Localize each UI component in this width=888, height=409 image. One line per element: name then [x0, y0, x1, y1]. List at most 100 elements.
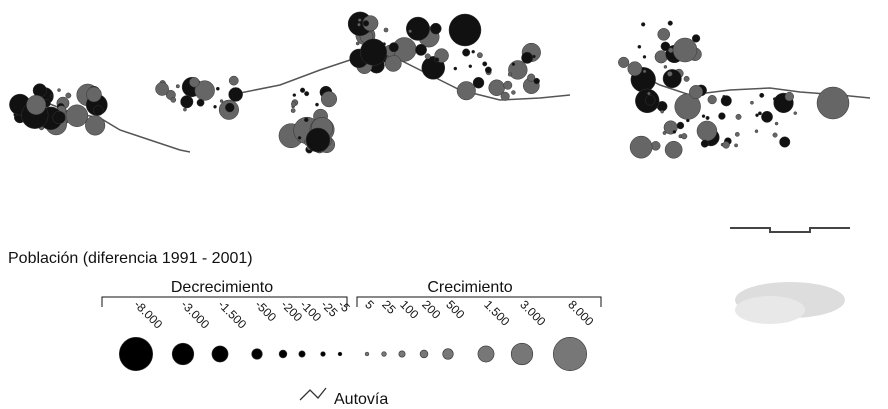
legend-label: -3.000 [178, 297, 212, 331]
map-symbol [425, 54, 430, 59]
map-symbol [300, 88, 305, 93]
map-symbol [357, 23, 360, 26]
map-symbol [534, 78, 540, 84]
map-symbol [663, 69, 681, 87]
legend-label: 5 [362, 297, 377, 312]
map-symbol [689, 85, 703, 99]
map-symbol [773, 133, 778, 138]
map-symbol [794, 112, 797, 115]
legend-label: 1.500 [481, 297, 512, 328]
map-symbol [677, 122, 684, 129]
legend-label: -5 [335, 297, 353, 315]
map-symbol [533, 55, 536, 58]
map-symbol [304, 118, 308, 122]
map-symbol [293, 94, 296, 97]
map-symbol [702, 115, 705, 118]
map-symbol [304, 91, 309, 96]
legend-symbol [443, 349, 454, 360]
map-symbol [176, 85, 179, 88]
map-symbol [415, 44, 426, 55]
legend-symbol [338, 352, 342, 356]
legend-label: 500 [443, 297, 467, 321]
map-symbol [477, 53, 482, 58]
map-symbol [643, 70, 646, 73]
map-symbol [735, 132, 739, 136]
map-symbol [645, 95, 655, 105]
map-symbol [406, 17, 429, 40]
map-symbol [697, 121, 717, 141]
map-symbol [360, 39, 387, 66]
map-symbol [358, 19, 361, 22]
map-symbol [684, 76, 689, 81]
legend-symbol [212, 346, 228, 362]
map-symbol [658, 28, 670, 40]
map-symbol [472, 50, 475, 53]
map-symbol [58, 89, 61, 92]
map-symbol [229, 76, 238, 85]
map-symbol [668, 21, 673, 26]
map-symbol [469, 65, 472, 68]
map-symbol [651, 141, 660, 150]
map-symbol [483, 62, 487, 66]
map-symbol [511, 91, 515, 95]
map-symbol [779, 137, 790, 148]
map-symbol [14, 113, 17, 116]
legend-heading: Crecimiento [427, 279, 512, 296]
legend-symbol [553, 337, 586, 370]
map-symbol [156, 82, 169, 95]
map-symbol [298, 136, 301, 139]
map-symbol [183, 108, 186, 111]
map-symbol [363, 20, 369, 26]
map-symbol [508, 73, 512, 77]
legend-label: 200 [419, 297, 443, 321]
map-symbol [457, 81, 475, 99]
map-symbol [701, 140, 708, 147]
map-symbol [512, 63, 515, 66]
legend-label: -100 [297, 297, 324, 324]
legend-heading: Decrecimiento [171, 279, 273, 296]
map-symbol [216, 87, 219, 90]
map-symbol [384, 28, 388, 32]
map-symbol [736, 114, 741, 119]
map-symbol [93, 106, 103, 116]
map-symbol [225, 103, 234, 112]
legend-symbol [365, 352, 369, 356]
legend-symbol [279, 350, 287, 358]
scale-bar [730, 228, 850, 232]
map-symbol [521, 52, 532, 63]
map-symbol [661, 110, 664, 113]
map-symbol [663, 131, 666, 134]
map-symbol [321, 91, 337, 107]
map [9, 12, 870, 324]
map-symbol [291, 109, 295, 113]
map-symbol [454, 67, 457, 70]
legend-label: 8.000 [565, 297, 596, 328]
legend-symbol [511, 343, 533, 365]
map-symbol [389, 42, 398, 51]
map-symbol [734, 144, 737, 147]
map-symbol [721, 96, 732, 107]
map-symbol [171, 97, 176, 102]
map-symbol [761, 111, 772, 122]
map-symbol [189, 77, 199, 87]
map-symbol [449, 14, 481, 46]
legend-symbol [478, 346, 494, 362]
legend-symbol [399, 351, 405, 357]
map-symbol [664, 65, 667, 68]
map-symbol [643, 55, 646, 58]
legend-label: -500 [252, 297, 279, 324]
map-symbol [638, 45, 641, 48]
map-symbol [501, 92, 510, 101]
map-symbol [775, 122, 778, 125]
map-symbol [641, 23, 645, 27]
map-symbol [66, 105, 88, 127]
map-symbol [667, 71, 672, 76]
legend-label: 3.000 [517, 297, 548, 328]
legend-symbol [420, 350, 428, 358]
map-symbol [485, 67, 491, 73]
map-symbol [750, 101, 753, 104]
map-symbol [430, 23, 441, 34]
map-symbol [291, 102, 296, 107]
map-symbol [315, 103, 318, 106]
map-symbol [356, 42, 359, 45]
